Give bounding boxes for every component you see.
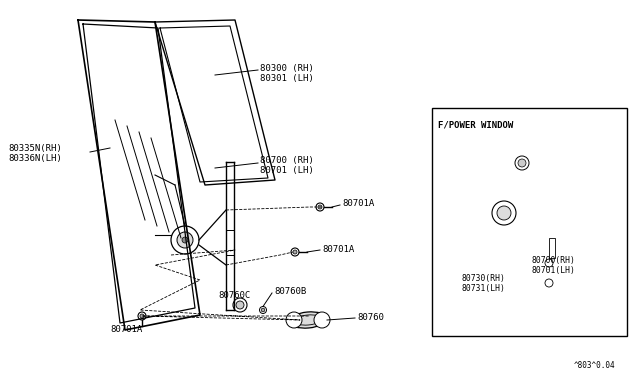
Text: 80700(RH): 80700(RH): [532, 256, 576, 264]
Text: F/POWER WINDOW: F/POWER WINDOW: [438, 120, 513, 129]
Text: 80336N(LH): 80336N(LH): [8, 154, 61, 163]
Circle shape: [182, 237, 188, 243]
Text: ^803^0.04: ^803^0.04: [573, 360, 615, 369]
Text: 80335N(RH): 80335N(RH): [8, 144, 61, 153]
Text: 80701A: 80701A: [110, 326, 142, 334]
Text: 80701A: 80701A: [342, 199, 374, 208]
Circle shape: [545, 259, 553, 267]
Bar: [432, 108, 627, 336]
Circle shape: [286, 312, 302, 328]
Circle shape: [177, 232, 193, 248]
Text: 80760C: 80760C: [218, 291, 250, 299]
Circle shape: [545, 279, 553, 287]
Circle shape: [492, 201, 516, 225]
Circle shape: [171, 226, 199, 254]
Circle shape: [236, 301, 244, 309]
Text: 80760: 80760: [357, 312, 384, 321]
Circle shape: [261, 308, 265, 312]
Circle shape: [318, 205, 322, 209]
Circle shape: [259, 307, 266, 314]
Text: 80731(LH): 80731(LH): [462, 283, 506, 292]
Text: 80760B: 80760B: [274, 288, 307, 296]
Ellipse shape: [289, 312, 327, 328]
Text: 80301 (LH): 80301 (LH): [260, 74, 314, 83]
Text: 80701(LH): 80701(LH): [532, 266, 576, 276]
Circle shape: [233, 298, 247, 312]
Bar: [549, 238, 555, 258]
Circle shape: [314, 312, 330, 328]
Text: 80300 (RH): 80300 (RH): [260, 64, 314, 73]
Circle shape: [140, 314, 144, 318]
Circle shape: [316, 203, 324, 211]
Text: 80701A: 80701A: [322, 244, 355, 253]
Circle shape: [291, 248, 299, 256]
Circle shape: [293, 250, 297, 254]
Text: 80730(RH): 80730(RH): [462, 273, 506, 282]
Circle shape: [518, 159, 526, 167]
Bar: [226, 230, 234, 255]
Circle shape: [497, 206, 511, 220]
Text: 80701 (LH): 80701 (LH): [260, 167, 314, 176]
Circle shape: [138, 312, 146, 320]
Text: 80700 (RH): 80700 (RH): [260, 157, 314, 166]
Circle shape: [515, 156, 529, 170]
